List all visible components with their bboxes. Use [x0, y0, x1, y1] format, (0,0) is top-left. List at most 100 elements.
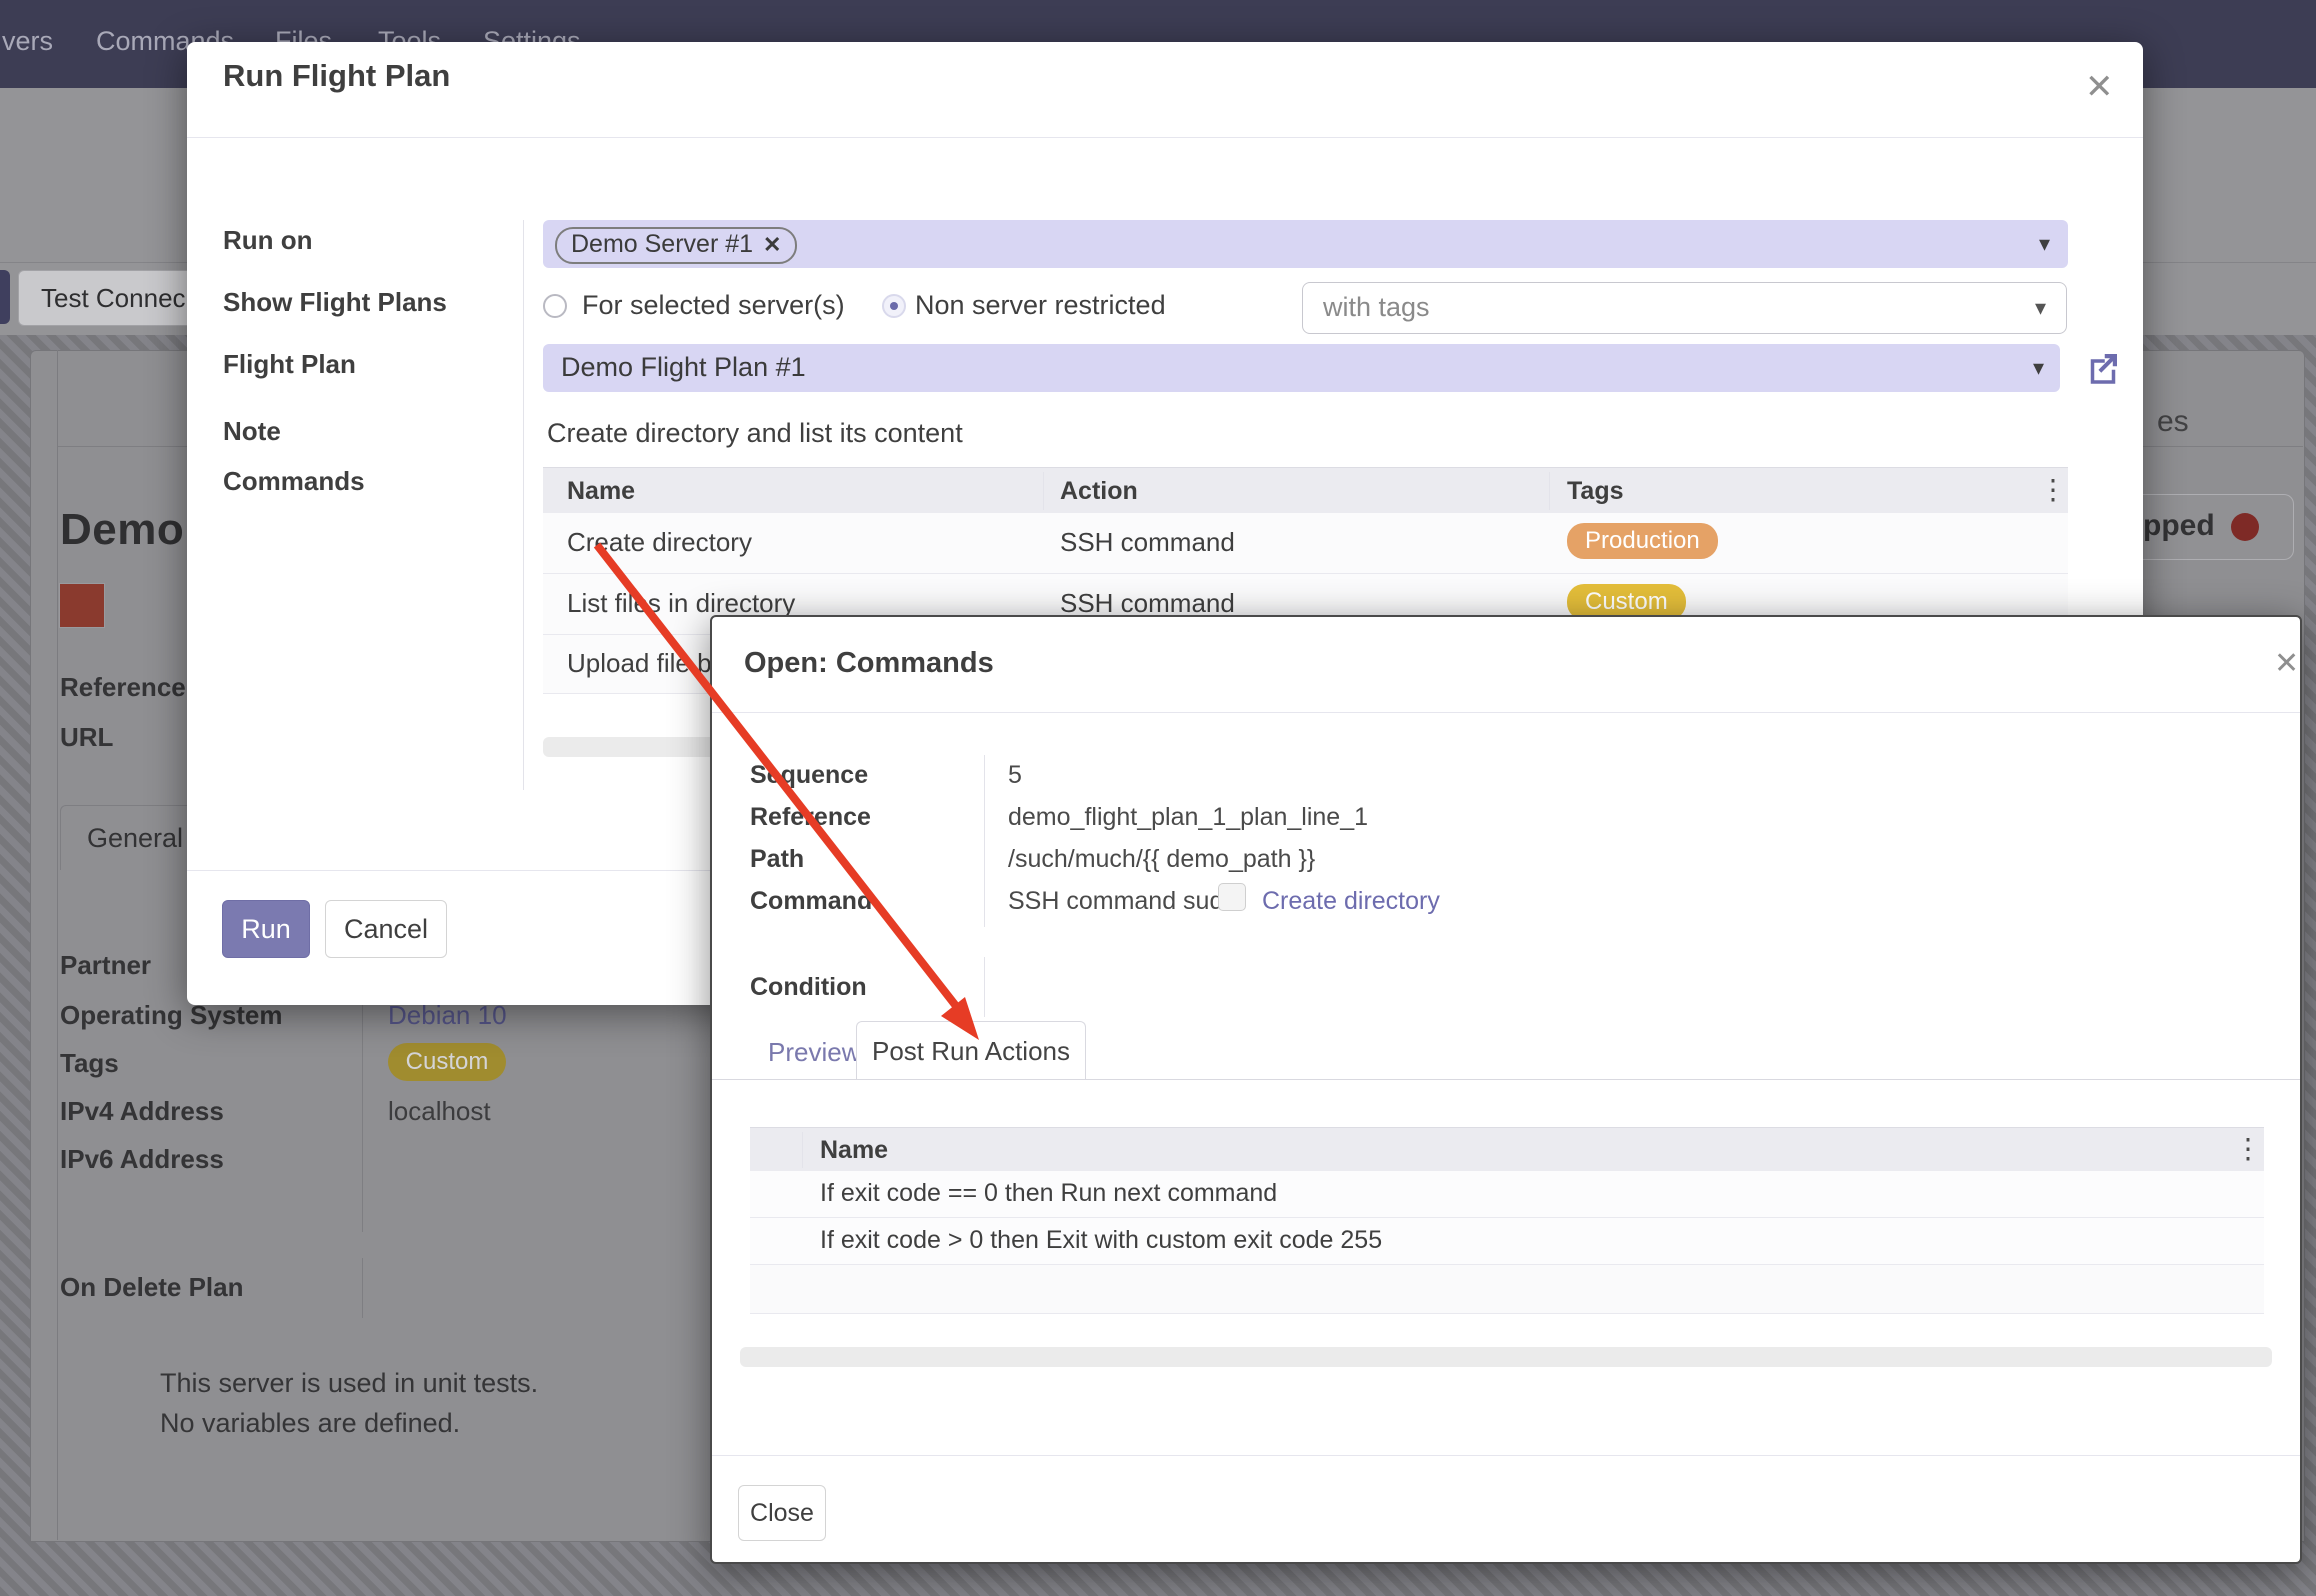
- close-button[interactable]: Close: [738, 1485, 826, 1541]
- command-checkbox[interactable]: [1218, 883, 1246, 911]
- table-row-empty: [750, 1265, 2264, 1313]
- tag-custom[interactable]: Custom: [388, 1043, 506, 1081]
- tag-production: Production: [1567, 523, 1718, 559]
- col-tags[interactable]: Tags: [1567, 477, 1624, 505]
- ipv4-label: IPv4 Address: [60, 1096, 224, 1126]
- ipv4-value: localhost: [388, 1096, 491, 1126]
- radio-for-selected-servers[interactable]: [543, 294, 567, 318]
- chevron-down-icon: ▾: [2038, 231, 2050, 256]
- cancel-button[interactable]: Cancel: [325, 900, 447, 958]
- path-value: /such/much/{{ demo_path }}: [1008, 845, 1316, 873]
- divider: [1043, 472, 1044, 510]
- unit-test-note-line1: This server is used in unit tests.: [160, 1368, 539, 1398]
- col-action[interactable]: Action: [1060, 477, 1138, 505]
- partial-button[interactable]: [0, 270, 10, 324]
- unit-test-note-line2: No variables are defined.: [160, 1408, 461, 1438]
- create-directory-link[interactable]: Create directory: [1262, 887, 1440, 915]
- url-label: URL: [60, 722, 114, 752]
- radio-non-server-restricted-label[interactable]: Non server restricted: [915, 290, 1166, 320]
- divider: [57, 350, 58, 1540]
- divider: [984, 755, 985, 927]
- divider: [712, 1079, 2300, 1080]
- partner-label: Partner: [60, 950, 152, 980]
- ipv6-label: IPv6 Address: [60, 1144, 224, 1174]
- divider: [712, 712, 2300, 713]
- table-options-icon[interactable]: ⋮: [2039, 474, 2067, 505]
- remove-tag-icon[interactable]: ✕: [763, 231, 782, 257]
- open-commands-dialog: Open: Commands ✕ Sequence Reference Path…: [710, 615, 2302, 1564]
- divider: [750, 1313, 2264, 1314]
- table-row[interactable]: If exit code > 0 then Exit with custom e…: [750, 1218, 2264, 1264]
- horizontal-scrollbar[interactable]: [740, 1347, 2272, 1367]
- cell-action: SSH command: [1060, 527, 1235, 557]
- cell-name: Upload file by: [567, 648, 725, 678]
- close-icon[interactable]: ✕: [2274, 647, 2300, 680]
- col-name[interactable]: Name: [820, 1136, 889, 1164]
- reference-value: demo_flight_plan_1_plan_line_1: [1008, 803, 1369, 831]
- chevron-down-icon: ▾: [2032, 355, 2044, 380]
- command-value: SSH command sudo: [1008, 887, 1238, 915]
- divider: [984, 957, 985, 1017]
- run-button[interactable]: Run: [222, 900, 310, 958]
- table-row[interactable]: Create directory SSH command Production: [543, 513, 2068, 573]
- external-link-icon[interactable]: [2082, 347, 2124, 389]
- divider: [362, 1000, 363, 1232]
- cell-action: SSH command: [1060, 588, 1235, 618]
- server-color-swatch[interactable]: [59, 583, 105, 628]
- divider: [750, 1217, 2264, 1218]
- cell-name: If exit code == 0 then Run next command: [820, 1179, 1278, 1207]
- reference-label: Reference: [750, 803, 871, 831]
- divider: [802, 1132, 803, 1168]
- divider: [523, 220, 524, 790]
- tab-preview[interactable]: Preview: [768, 1037, 861, 1067]
- radio-for-selected-servers-label[interactable]: For selected server(s): [582, 290, 845, 320]
- col-name[interactable]: Name: [567, 477, 636, 505]
- table-options-icon[interactable]: ⋮: [2234, 1133, 2262, 1164]
- cell-name: Create directory: [567, 527, 752, 557]
- divider: [187, 137, 2143, 138]
- server-status-button[interactable]: pped: [2143, 494, 2294, 560]
- flight-plan-value: Demo Flight Plan #1: [561, 352, 806, 382]
- close-icon[interactable]: ✕: [2085, 68, 2114, 106]
- server-name-heading: Demo: [60, 505, 185, 554]
- divider: [1549, 472, 1550, 510]
- run-on-label: Run on: [223, 225, 313, 255]
- table-header: Name Action Tags ⋮: [543, 467, 2068, 515]
- flight-plan-label: Flight Plan: [223, 349, 356, 379]
- dialog-title: Run Flight Plan: [223, 58, 451, 93]
- status-stopped-dot: [2231, 513, 2259, 541]
- divider: [362, 1258, 363, 1318]
- dialog-title: Open: Commands: [744, 647, 994, 679]
- os-value-link[interactable]: Debian 10: [388, 1000, 507, 1030]
- on-delete-plan-label: On Delete Plan: [60, 1272, 244, 1302]
- run-on-field[interactable]: Demo Server #1 ✕ ▾: [543, 220, 2068, 268]
- table-header: Name ⋮: [750, 1127, 2264, 1173]
- card-header-text-fragment: es: [2157, 405, 2189, 438]
- with-tags-select[interactable]: with tags ▾: [1302, 282, 2067, 334]
- cell-name: If exit code > 0 then Exit with custom e…: [820, 1226, 1383, 1254]
- chevron-down-icon: ▾: [2034, 295, 2046, 320]
- note-label: Note: [223, 416, 281, 446]
- status-label-fragment: pped: [2143, 509, 2215, 542]
- commands-label: Commands: [223, 466, 365, 496]
- sequence-value: 5: [1008, 761, 1022, 789]
- divider: [543, 573, 2068, 574]
- tags-label: Tags: [60, 1048, 119, 1078]
- with-tags-placeholder: with tags: [1323, 292, 1430, 322]
- divider: [712, 1455, 2300, 1456]
- command-label: Command: [750, 887, 873, 915]
- table-row[interactable]: If exit code == 0 then Run next command: [750, 1171, 2264, 1217]
- tab-post-run-actions[interactable]: Post Run Actions: [856, 1021, 1086, 1080]
- show-flight-plans-label: Show Flight Plans: [223, 287, 447, 317]
- divider: [750, 1264, 2264, 1265]
- path-label: Path: [750, 845, 805, 873]
- flight-plan-field[interactable]: Demo Flight Plan #1 ▾: [543, 344, 2060, 392]
- nav-item-servers[interactable]: vers: [2, 26, 54, 56]
- radio-non-server-restricted[interactable]: [882, 294, 906, 318]
- tag-custom: Custom: [1567, 584, 1686, 620]
- server-tag-chip[interactable]: Demo Server #1 ✕: [555, 227, 798, 264]
- server-tag-label: Demo Server #1: [571, 230, 754, 258]
- condition-label: Condition: [750, 973, 867, 1001]
- sequence-label: Sequence: [750, 761, 869, 789]
